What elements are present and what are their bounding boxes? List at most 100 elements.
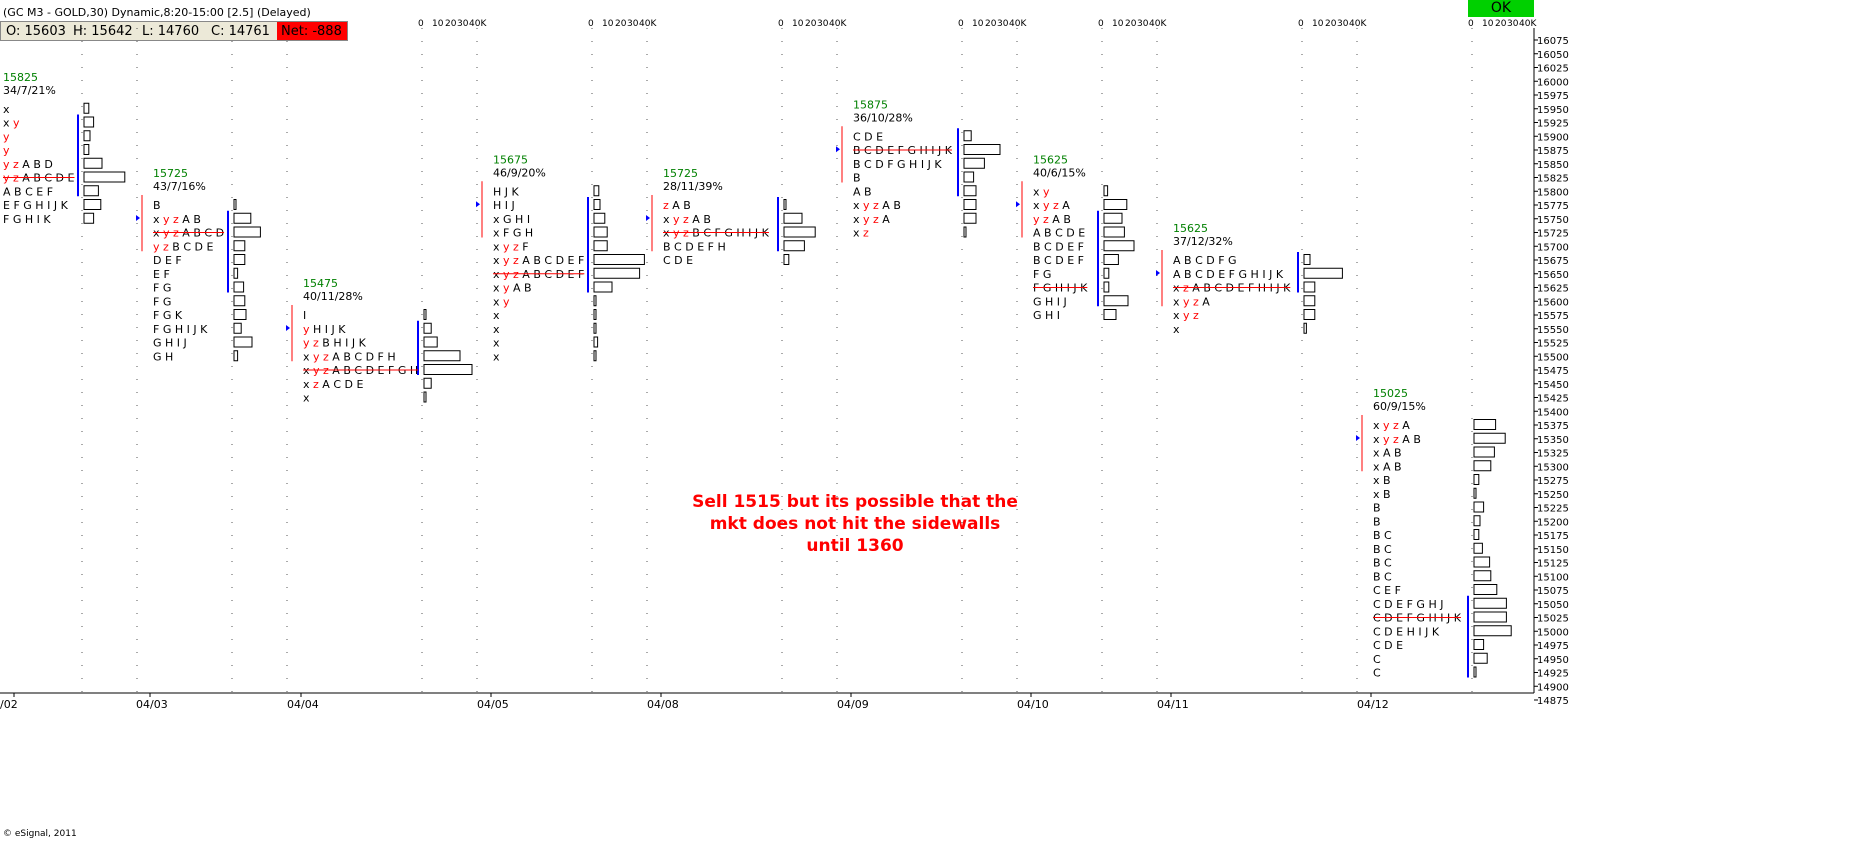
tpo-letter: H — [521, 227, 533, 240]
volume-bar — [233, 336, 253, 348]
volume-bar — [233, 267, 239, 279]
tpo-letter: C — [1381, 543, 1392, 556]
tpo-letter: B — [1373, 515, 1381, 528]
tpo-letter: F — [1391, 584, 1401, 597]
tpo-row: y H I J K — [303, 323, 346, 336]
price-label: 14900 — [1537, 682, 1569, 693]
tpo-letter: y — [1180, 309, 1190, 322]
tpo-letter: C — [1373, 625, 1381, 638]
tpo-row: B C D E F — [1033, 240, 1084, 253]
tpo-letter: y — [303, 323, 310, 336]
tpo-letter: B — [1181, 268, 1192, 281]
tpo-letter: z — [170, 213, 179, 226]
session-stats-label: 40/6/15% — [1033, 166, 1086, 179]
volume-bar — [1473, 625, 1512, 637]
tpo-row: B C D E F — [1033, 254, 1084, 267]
tpo-letter: C — [671, 240, 682, 253]
ok-button[interactable]: OK — [1468, 0, 1534, 17]
volume-bar — [1103, 199, 1128, 210]
session-poc-label: 15725 — [663, 167, 698, 180]
volume-scale-label: 0 — [958, 19, 964, 29]
tpo-letter: F — [10, 199, 20, 212]
tpo-letter: A — [689, 213, 700, 226]
price-label: 15075 — [1537, 586, 1569, 597]
volume-bar — [1473, 460, 1492, 472]
tpo-letter: x — [1033, 199, 1040, 212]
volume-bar — [1473, 501, 1485, 513]
volume-scale-label: 10 — [792, 19, 804, 29]
tpo-letter: B — [1410, 433, 1421, 446]
volume-bar — [963, 226, 967, 238]
tpo-letter: x — [303, 392, 310, 405]
tpo-letter: C — [1052, 227, 1063, 240]
tpo-row: F G H I J K — [153, 323, 208, 336]
tpo-letter: D — [1203, 254, 1215, 267]
tpo-row: x y z A B C D E F — [493, 254, 584, 267]
tpo-letter: x — [1173, 295, 1180, 308]
tpo-letter: D — [671, 254, 683, 267]
session-poc-label: 15875 — [853, 98, 888, 111]
volume-bar — [593, 226, 608, 238]
tpo-row: B C — [1373, 570, 1392, 583]
tpo-row: H I J — [493, 199, 515, 212]
volume-bar — [233, 254, 246, 265]
open-marker — [1016, 201, 1020, 208]
tpo-letter: G — [159, 295, 171, 308]
tpo-letter: H — [330, 337, 342, 350]
tpo-letter: E — [3, 199, 10, 212]
volume-bar — [783, 212, 803, 224]
price-label: 16025 — [1537, 64, 1569, 75]
volume-scale-label: 40K — [1009, 19, 1027, 29]
open-marker — [1356, 435, 1360, 441]
volume-scale-label: 10 — [972, 19, 984, 29]
tpo-row: C — [1373, 653, 1381, 666]
tpo-letter: F — [704, 240, 714, 253]
tpo-letter: C — [351, 350, 362, 363]
tpo-row: x y z A B — [1373, 433, 1421, 446]
tpo-letter: F — [500, 227, 510, 240]
tpo-letter: B — [340, 350, 351, 363]
tpo-letter: B — [530, 254, 541, 267]
tpo-letter: y — [670, 213, 680, 226]
tpo-row: x — [1173, 323, 1180, 336]
ohlc-bar: O: 15603 H: 15642 L: 14760 C: 14761 Net:… — [0, 21, 348, 41]
tpo-letter: B — [1373, 570, 1381, 583]
price-label: 15925 — [1537, 119, 1569, 130]
tpo-letter: x — [1373, 474, 1380, 487]
tpo-letter: C — [861, 158, 872, 171]
tpo-letter: I — [342, 337, 349, 350]
tpo-letter: I — [501, 199, 508, 212]
volume-scale-label: 30 — [627, 19, 639, 29]
tpo-letter: H — [32, 199, 44, 212]
tpo-letter: C — [1373, 584, 1381, 597]
volume-bar — [1303, 254, 1311, 265]
volume-bar — [1473, 487, 1477, 499]
tpo-letter: F — [172, 254, 182, 267]
tpo-letter: D — [1052, 240, 1064, 253]
tpo-letter: D — [1381, 639, 1393, 652]
tpo-letter: y — [500, 240, 510, 253]
price-label: 15750 — [1537, 215, 1569, 226]
tpo-letter: C — [663, 254, 671, 267]
tpo-letter: z — [310, 378, 319, 391]
tpo-letter: x — [853, 199, 860, 212]
tpo-letter: A — [1380, 460, 1391, 473]
tpo-letter: I — [1053, 309, 1060, 322]
volume-scale-label: 40K — [469, 19, 487, 29]
price-label: 16075 — [1537, 36, 1569, 47]
price-label: 15525 — [1537, 339, 1569, 350]
tpo-letter: D — [682, 240, 694, 253]
tpo-letter: B — [1181, 254, 1192, 267]
tpo-letter: K — [355, 337, 366, 350]
volume-bar — [83, 171, 126, 183]
volume-bar — [783, 199, 787, 210]
tpo-letter: z — [1050, 199, 1059, 212]
tpo-letter: x — [493, 227, 500, 240]
price-label: 15950 — [1537, 105, 1569, 116]
volume-bar — [963, 212, 977, 224]
tpo-row: B — [1373, 502, 1381, 515]
volume-bar — [233, 226, 261, 238]
tpo-row: y — [3, 144, 10, 157]
tpo-letter: F — [153, 309, 159, 322]
